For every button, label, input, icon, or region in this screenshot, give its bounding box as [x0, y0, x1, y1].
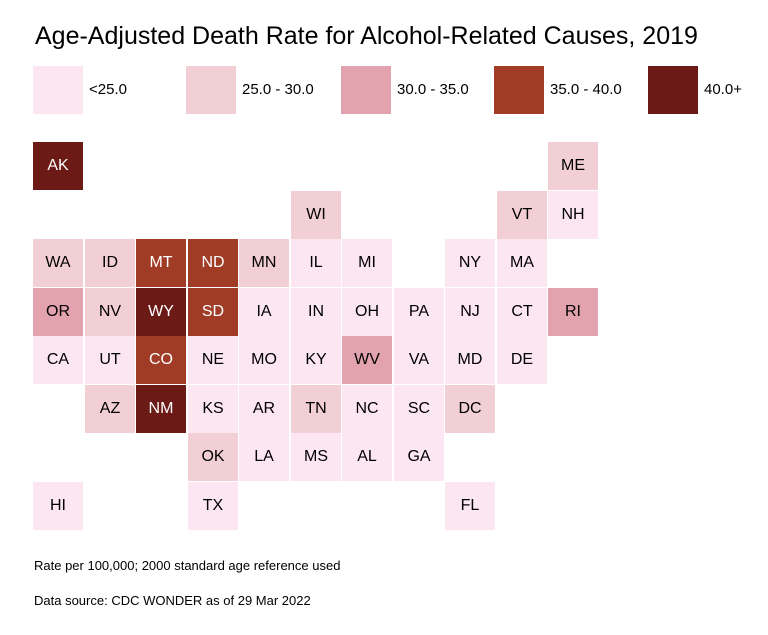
state-tile-nd: ND: [188, 239, 238, 287]
state-tile-sc: SC: [394, 385, 444, 433]
map-title: Age-Adjusted Death Rate for Alcohol-Rela…: [35, 22, 698, 50]
state-tile-il: IL: [291, 239, 341, 287]
state-tile-ky: KY: [291, 336, 341, 384]
state-tile-mi: MI: [342, 239, 392, 287]
state-tile-sd: SD: [188, 288, 238, 336]
legend-swatch: [33, 66, 83, 114]
legend-swatch: [186, 66, 236, 114]
state-tile-in: IN: [291, 288, 341, 336]
state-tile-wa: WA: [33, 239, 83, 287]
state-tile-ks: KS: [188, 385, 238, 433]
state-tile-nj: NJ: [445, 288, 495, 336]
state-tile-dc: DC: [445, 385, 495, 433]
state-tile-id: ID: [85, 239, 135, 287]
state-tile-pa: PA: [394, 288, 444, 336]
state-tile-ny: NY: [445, 239, 495, 287]
state-tile-va: VA: [394, 336, 444, 384]
legend-swatch: [494, 66, 544, 114]
state-tile-ar: AR: [239, 385, 289, 433]
legend-swatch: [648, 66, 698, 114]
state-tile-wi: WI: [291, 191, 341, 239]
state-tile-al: AL: [342, 433, 392, 481]
state-tile-ak: AK: [33, 142, 83, 190]
state-tile-la: LA: [239, 433, 289, 481]
state-tile-or: OR: [33, 288, 83, 336]
state-tile-tx: TX: [188, 482, 238, 530]
state-tile-nm: NM: [136, 385, 186, 433]
legend-label: 40.0+: [704, 81, 742, 98]
source-note: Data source: CDC WONDER as of 29 Mar 202…: [34, 593, 311, 608]
state-tile-ia: IA: [239, 288, 289, 336]
state-tile-ga: GA: [394, 433, 444, 481]
legend-label: <25.0: [89, 81, 127, 98]
state-tile-ct: CT: [497, 288, 547, 336]
legend-label: 35.0 - 40.0: [550, 81, 622, 98]
state-tile-ms: MS: [291, 433, 341, 481]
legend-swatch: [341, 66, 391, 114]
state-tile-hi: HI: [33, 482, 83, 530]
state-tile-me: ME: [548, 142, 598, 190]
state-tile-ma: MA: [497, 239, 547, 287]
state-tile-oh: OH: [342, 288, 392, 336]
state-tile-ne: NE: [188, 336, 238, 384]
rate-note: Rate per 100,000; 2000 standard age refe…: [34, 558, 341, 573]
state-tile-fl: FL: [445, 482, 495, 530]
state-tile-mo: MO: [239, 336, 289, 384]
state-tile-co: CO: [136, 336, 186, 384]
state-tile-tn: TN: [291, 385, 341, 433]
state-tile-ri: RI: [548, 288, 598, 336]
state-tile-nc: NC: [342, 385, 392, 433]
state-tile-nh: NH: [548, 191, 598, 239]
state-tile-vt: VT: [497, 191, 547, 239]
state-tile-mn: MN: [239, 239, 289, 287]
legend-label: 30.0 - 35.0: [397, 81, 469, 98]
state-tile-md: MD: [445, 336, 495, 384]
state-tile-ca: CA: [33, 336, 83, 384]
state-tile-nv: NV: [85, 288, 135, 336]
state-tile-wv: WV: [342, 336, 392, 384]
legend-label: 25.0 - 30.0: [242, 81, 314, 98]
state-tile-mt: MT: [136, 239, 186, 287]
state-tile-ut: UT: [85, 336, 135, 384]
state-tile-de: DE: [497, 336, 547, 384]
state-tile-az: AZ: [85, 385, 135, 433]
state-tile-ok: OK: [188, 433, 238, 481]
state-tile-wy: WY: [136, 288, 186, 336]
